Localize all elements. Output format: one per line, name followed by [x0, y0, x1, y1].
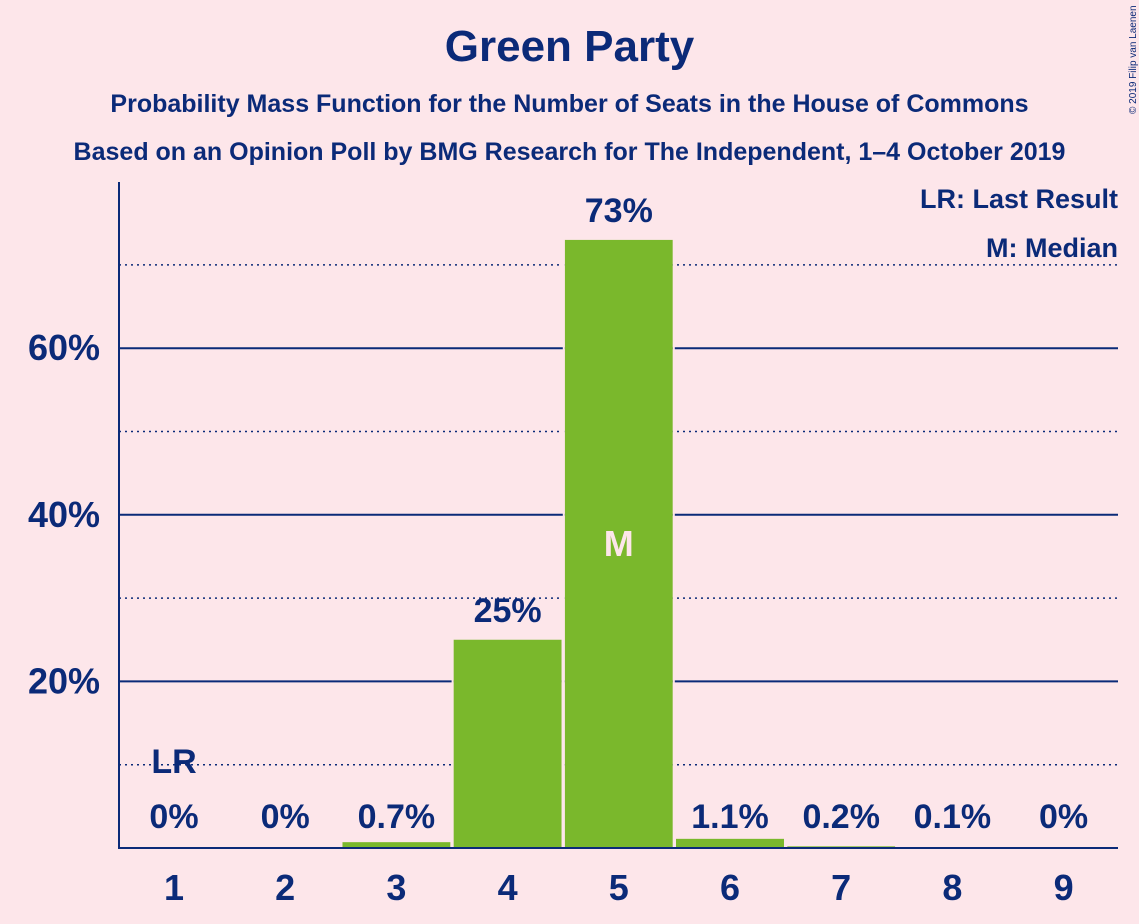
bar	[342, 842, 451, 848]
chart-subtitle: Probability Mass Function for the Number…	[110, 90, 1029, 118]
bar	[453, 639, 562, 848]
last-result-marker: LR	[151, 743, 196, 781]
bar-gap	[672, 239, 675, 848]
bar-gap	[674, 838, 676, 848]
x-tick-label: 6	[720, 867, 740, 908]
bar-gap	[451, 639, 454, 848]
x-tick-label: 1	[164, 867, 184, 908]
x-tick-label: 9	[1054, 867, 1074, 908]
data-label: 0.2%	[802, 798, 880, 836]
x-tick-label: 3	[386, 867, 406, 908]
data-label: 25%	[474, 592, 542, 630]
axes: 20% 40% 60% 1 2 3 4 5 6 7 8 9	[28, 182, 1118, 908]
legend-last-result: LR: Last Result	[920, 184, 1118, 214]
y-tick-label: 40%	[28, 494, 100, 535]
legend-median: M: Median	[986, 233, 1118, 263]
bar-gap	[561, 639, 564, 848]
bar	[564, 239, 673, 848]
y-tick-label: 60%	[28, 327, 100, 368]
chart-source: Based on an Opinion Poll by BMG Research…	[73, 138, 1066, 166]
x-tick-label: 2	[275, 867, 295, 908]
x-tick-label: 8	[942, 867, 962, 908]
bar-gap	[784, 838, 786, 848]
x-tick-label: 4	[498, 867, 518, 908]
bar-gap	[340, 842, 343, 848]
bar-gap	[450, 842, 453, 848]
data-label: 1.1%	[691, 798, 769, 836]
bars	[340, 239, 1009, 848]
data-labels: 0% LR 0% 0.7% 25% 73% M 1.1% 0.2% 0.1% 0%	[149, 192, 1088, 836]
data-label: 0%	[1039, 798, 1088, 836]
median-marker: M	[604, 523, 634, 564]
data-label: 0.1%	[914, 798, 992, 836]
y-tick-label: 20%	[28, 660, 100, 701]
bar	[676, 838, 784, 848]
x-tick-label: 7	[831, 867, 851, 908]
data-label: 0.7%	[358, 798, 436, 836]
data-label: 0%	[261, 798, 310, 836]
bar-gap	[562, 239, 565, 848]
x-tick-label: 5	[609, 867, 629, 908]
data-label: 73%	[585, 192, 653, 230]
chart-title: Green Party	[444, 22, 695, 71]
data-label: 0%	[149, 798, 198, 836]
